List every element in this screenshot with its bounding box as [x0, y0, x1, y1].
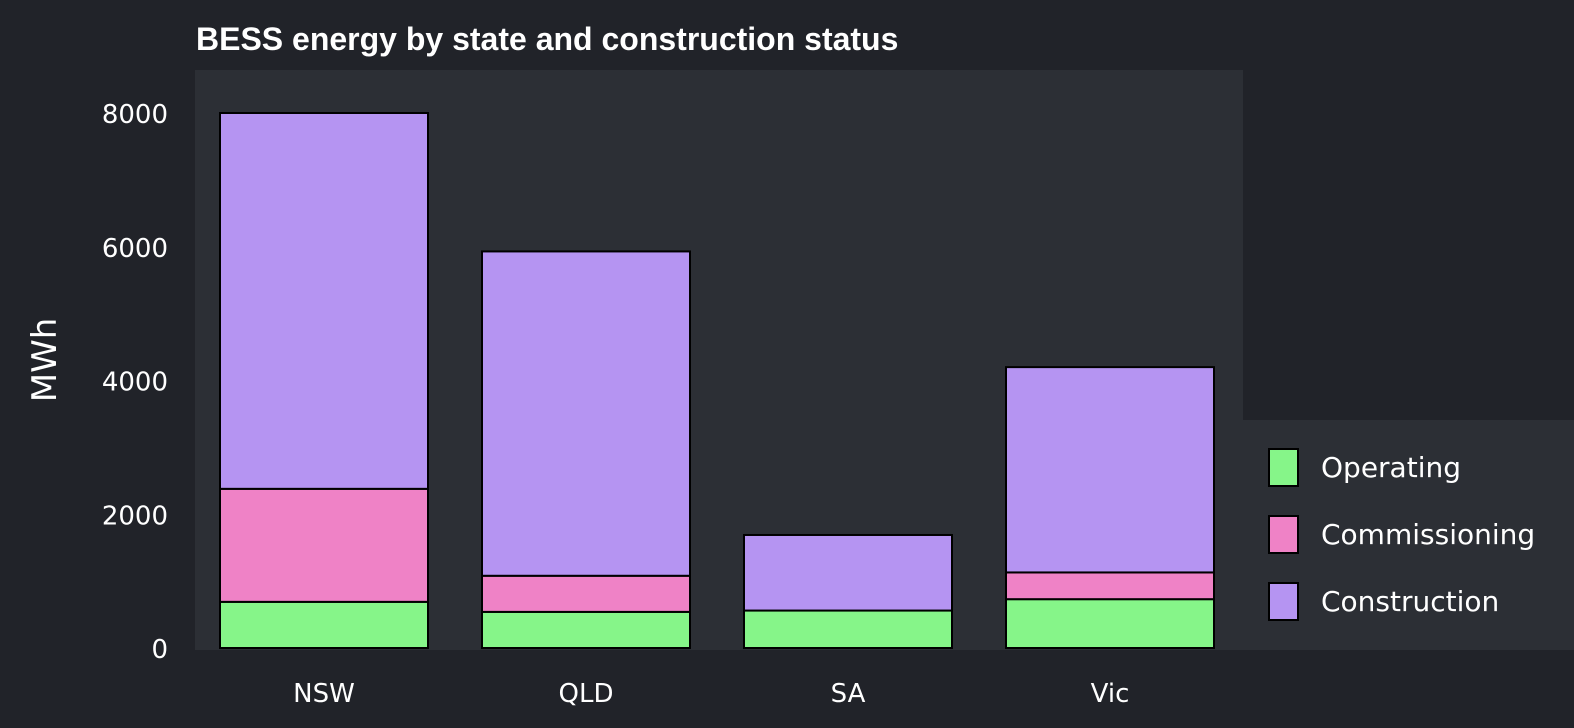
bar-segment-commissioning [219, 487, 429, 603]
y-tick-label: 2000 [102, 501, 168, 531]
legend-swatch-construction [1268, 582, 1299, 621]
legend: Operating Commissioning Construction [1243, 420, 1574, 650]
y-tick-label: 8000 [102, 100, 168, 130]
x-tick-label: NSW [293, 679, 355, 709]
bar-segment-operating [219, 600, 429, 650]
legend-label-construction: Construction [1321, 585, 1499, 618]
bar-segment-construction [481, 250, 691, 577]
bar-segment-commissioning [1005, 571, 1215, 601]
x-axis: NSW QLD SA Vic [293, 679, 1129, 709]
legend-label-operating: Operating [1321, 451, 1461, 484]
y-axis: 0 2000 4000 6000 8000 [102, 100, 168, 665]
bars [219, 112, 1215, 650]
bar-segment-construction [743, 533, 953, 612]
bar-segment-operating [743, 609, 953, 649]
bar-segment-construction [1005, 366, 1215, 574]
chart-title: BESS energy by state and construction st… [196, 21, 898, 57]
bar-segment-operating [481, 610, 691, 650]
y-axis-label: MWh [25, 318, 65, 403]
bar-segment-commissioning [481, 574, 691, 613]
x-tick-label: SA [831, 679, 866, 709]
x-tick-label: Vic [1091, 679, 1130, 709]
y-tick-label: 6000 [102, 234, 168, 264]
x-tick-label: QLD [559, 679, 614, 709]
bar-segment-construction [219, 112, 429, 490]
y-tick-label: 0 [151, 635, 168, 665]
legend-swatch-operating [1268, 448, 1299, 487]
legend-swatch-commissioning [1268, 515, 1299, 554]
y-tick-label: 4000 [102, 368, 168, 398]
bar-segment-operating [1005, 598, 1215, 650]
legend-label-commissioning: Commissioning [1321, 518, 1535, 551]
